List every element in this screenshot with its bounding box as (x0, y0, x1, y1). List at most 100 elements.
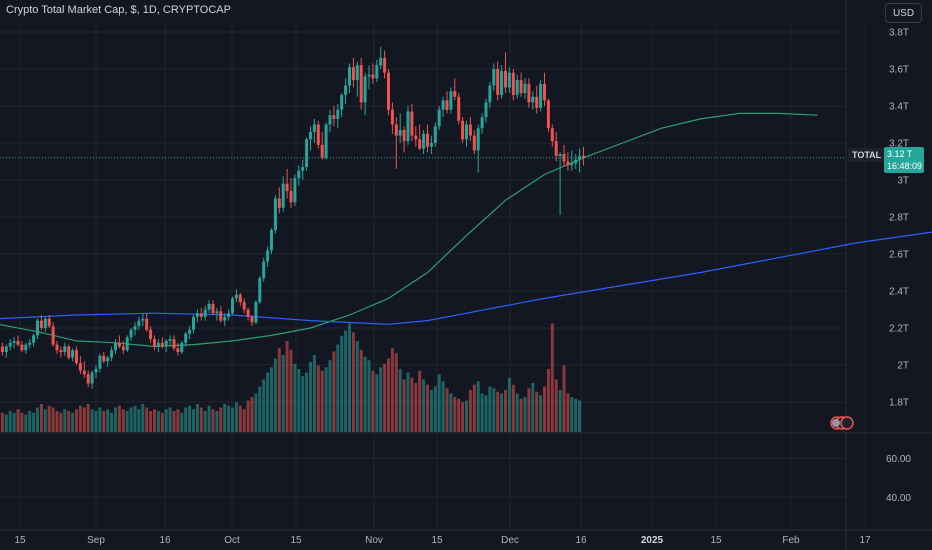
candle-body (94, 368, 98, 373)
volume-bar (110, 412, 114, 432)
volume-bar (351, 332, 355, 432)
candle-body (32, 335, 36, 343)
candle-body (125, 337, 129, 351)
candle-body (231, 298, 234, 314)
volume-bar (266, 372, 270, 432)
time-tick-label: Sep (87, 535, 105, 546)
price-tick-label: 2T (897, 361, 909, 372)
volume-bar (426, 384, 429, 432)
volume-bar (558, 390, 562, 432)
candle-body (215, 311, 219, 314)
volume-bar (562, 365, 566, 432)
candle-body (28, 342, 32, 345)
candle-body (309, 131, 312, 140)
volume-bar (160, 412, 164, 432)
candle-body (141, 318, 145, 321)
volume-bar (468, 390, 472, 432)
candle-body (114, 342, 117, 351)
volume-bar (238, 405, 242, 432)
candle-body (168, 339, 172, 341)
price-tick-label: 3.8T (889, 28, 909, 39)
volume-layer (0, 323, 582, 432)
candle-body (320, 144, 324, 158)
candle-body (390, 109, 394, 125)
volume-bar (348, 323, 351, 432)
volume-bar (102, 411, 106, 432)
candle-body (258, 278, 262, 303)
candle-body (507, 72, 511, 88)
time-tick-label: 16 (159, 535, 171, 546)
time-tick-label: Feb (782, 535, 800, 546)
volume-bar (449, 393, 453, 432)
time-tick-label: Dec (501, 535, 519, 546)
volume-bar (523, 397, 527, 432)
volume-bar (28, 411, 32, 432)
currency-button[interactable]: USD (885, 3, 922, 23)
candle-body (546, 100, 550, 129)
candle-body (211, 303, 215, 314)
candle-body (437, 109, 441, 127)
volume-bar (320, 370, 324, 432)
candle-body (543, 83, 546, 101)
volume-bar (32, 412, 36, 432)
volume-bar (129, 407, 133, 432)
candle-body (90, 372, 94, 384)
last-price-tag: 3.12 T 16:48:09 (884, 147, 924, 173)
candle-body (51, 326, 55, 345)
price-axis[interactable]: 3.8T 3.6T 3.4T 3.2T 3T 2.8T 2.6T 2.4T 2.2T 2T 1.8T… (886, 28, 911, 505)
candle-body (348, 67, 351, 86)
volume-bar (578, 400, 582, 432)
candle-body (523, 83, 527, 94)
candle-body (429, 143, 433, 147)
volume-badges (830, 416, 854, 430)
time-axis[interactable]: 15 Sep 16 Oct 15 Nov 15 Dec 16 2025 15 Feb 17 (14, 535, 871, 546)
volume-bar (8, 411, 12, 432)
candle-body (398, 130, 402, 136)
candle-body (305, 139, 309, 168)
candle-body (262, 261, 266, 279)
candle-body (223, 316, 227, 321)
volume-bar (355, 341, 359, 432)
price-tick-label: 1.8T (889, 398, 909, 409)
volume-bar (414, 383, 418, 432)
volume-bar (270, 367, 273, 432)
ma-long-line (0, 231, 932, 325)
volume-bar (340, 335, 344, 432)
volume-bar (24, 414, 28, 432)
candle-body (285, 183, 289, 192)
candle-body (554, 141, 558, 156)
volume-bar (574, 398, 578, 432)
candle-body (445, 100, 449, 110)
volume-bar (156, 411, 160, 432)
volume-bar (227, 405, 231, 432)
candle-body (47, 318, 51, 327)
candle-body (16, 340, 20, 345)
volume-bar (59, 412, 63, 432)
volume-bar (71, 412, 75, 432)
candle-body (102, 355, 106, 362)
candle-body (371, 74, 375, 79)
volume-bar (250, 397, 254, 432)
volume-bar (47, 405, 51, 432)
candle-body (328, 115, 332, 125)
volume-bar (472, 384, 476, 432)
volume-bar (211, 409, 215, 432)
candle-body (164, 340, 168, 347)
volume-bar (309, 362, 312, 432)
volume-bar (429, 390, 433, 432)
candle-body (4, 346, 8, 353)
volume-bar (273, 358, 277, 432)
volume-bar (98, 407, 102, 432)
candle-body (418, 139, 422, 149)
candle-body (293, 178, 297, 203)
volume-bar (12, 412, 16, 432)
candle-body (387, 72, 390, 110)
candle-body (254, 302, 258, 323)
time-tick-label: 15 (431, 535, 443, 546)
candle-body (449, 91, 453, 110)
candle-body (527, 83, 531, 103)
candle-body (82, 370, 86, 375)
candle-body (207, 303, 211, 310)
